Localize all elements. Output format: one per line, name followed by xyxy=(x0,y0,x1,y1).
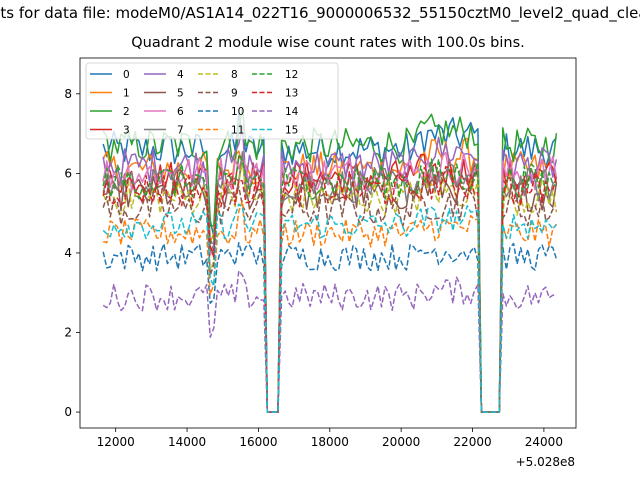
legend-label-8: 8 xyxy=(231,69,238,81)
series-line-10 xyxy=(102,241,558,413)
legend-label-13: 13 xyxy=(285,88,298,100)
x-offset-label: +5.028e8 xyxy=(516,455,575,469)
legend-label-14: 14 xyxy=(285,106,299,118)
x-tick-label: 20000 xyxy=(382,435,420,449)
x-tick-label: 12000 xyxy=(97,435,135,449)
series-line-6 xyxy=(102,151,558,413)
legend-box xyxy=(85,62,339,140)
axes-frame xyxy=(79,57,577,429)
chart-title: Quadrant 2 module wise count rates with … xyxy=(131,35,525,51)
legend-label-7: 7 xyxy=(177,125,184,137)
suptitle-text: Plots for data file: modeM0/AS1A14_022T1… xyxy=(0,4,640,22)
legend-label-3: 3 xyxy=(123,125,130,137)
legend-label-11: 11 xyxy=(231,125,244,137)
legend-label-0: 0 xyxy=(123,69,130,81)
series-line-9 xyxy=(102,186,557,413)
y-tick-label: 6 xyxy=(64,166,72,180)
y-tick-label: 0 xyxy=(64,405,72,419)
series-line-14 xyxy=(102,270,557,413)
y-tick-label: 4 xyxy=(64,246,72,260)
figure-suptitle: Plots for data file: modeM0/AS1A14_022T1… xyxy=(0,4,640,24)
y-tick-label: 2 xyxy=(64,326,72,340)
legend-label-4: 4 xyxy=(177,69,184,81)
x-tick-label: 24000 xyxy=(525,435,563,449)
x-tick-label: 18000 xyxy=(311,435,349,449)
series-line-7 xyxy=(102,150,557,413)
x-tick-label: 14000 xyxy=(168,435,206,449)
legend-label-1: 1 xyxy=(123,88,130,100)
y-tick-label: 8 xyxy=(64,87,72,101)
legend-label-10: 10 xyxy=(231,106,244,118)
series-line-2 xyxy=(102,107,558,413)
series-line-11 xyxy=(102,200,558,413)
x-tick-label: 22000 xyxy=(453,435,491,449)
legend-label-5: 5 xyxy=(177,88,184,100)
legend-label-2: 2 xyxy=(123,106,130,118)
legend-label-9: 9 xyxy=(231,88,238,100)
legend-label-15: 15 xyxy=(285,125,298,137)
legend-label-6: 6 xyxy=(177,106,184,118)
series-line-15 xyxy=(102,203,557,413)
series-lines xyxy=(102,107,558,413)
axes: 12000 14000 16000 18000 20000 22000 24000 0 2 4 6 8 xyxy=(64,57,577,449)
legend-label-12: 12 xyxy=(285,69,298,81)
x-tick-label: 16000 xyxy=(239,435,277,449)
